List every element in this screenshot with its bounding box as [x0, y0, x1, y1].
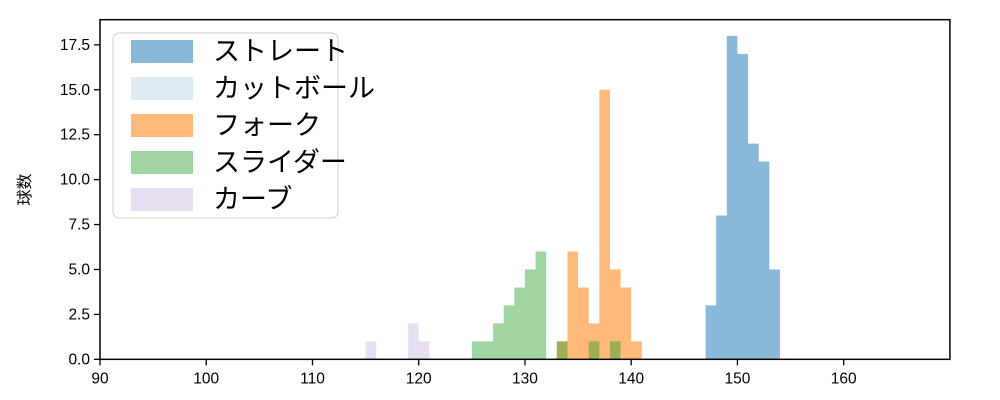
svg-text:160: 160 — [831, 370, 857, 387]
svg-text:17.5: 17.5 — [60, 37, 90, 54]
svg-text:ストレート: ストレート — [213, 37, 348, 67]
svg-text:7.5: 7.5 — [68, 217, 90, 234]
svg-text:5.0: 5.0 — [68, 261, 90, 278]
svg-text:130: 130 — [512, 370, 538, 387]
svg-text:2.5: 2.5 — [68, 306, 90, 323]
svg-text:フォーク: フォーク — [213, 111, 321, 141]
svg-text:0.0: 0.0 — [68, 351, 90, 368]
svg-text:90: 90 — [91, 370, 109, 387]
svg-text:カーブ: カーブ — [213, 185, 292, 215]
svg-text:120: 120 — [406, 370, 432, 387]
svg-text:12.5: 12.5 — [60, 127, 90, 144]
svg-text:140: 140 — [618, 370, 644, 387]
svg-text:15.0: 15.0 — [60, 82, 91, 99]
svg-text:10.0: 10.0 — [60, 172, 91, 189]
svg-text:100: 100 — [193, 370, 219, 387]
svg-text:110: 110 — [300, 370, 325, 387]
svg-text:スライダー: スライダー — [213, 148, 347, 178]
svg-text:カットボール: カットボール — [213, 74, 375, 104]
svg-text:150: 150 — [725, 370, 751, 387]
svg-text:球数: 球数 — [16, 173, 34, 205]
